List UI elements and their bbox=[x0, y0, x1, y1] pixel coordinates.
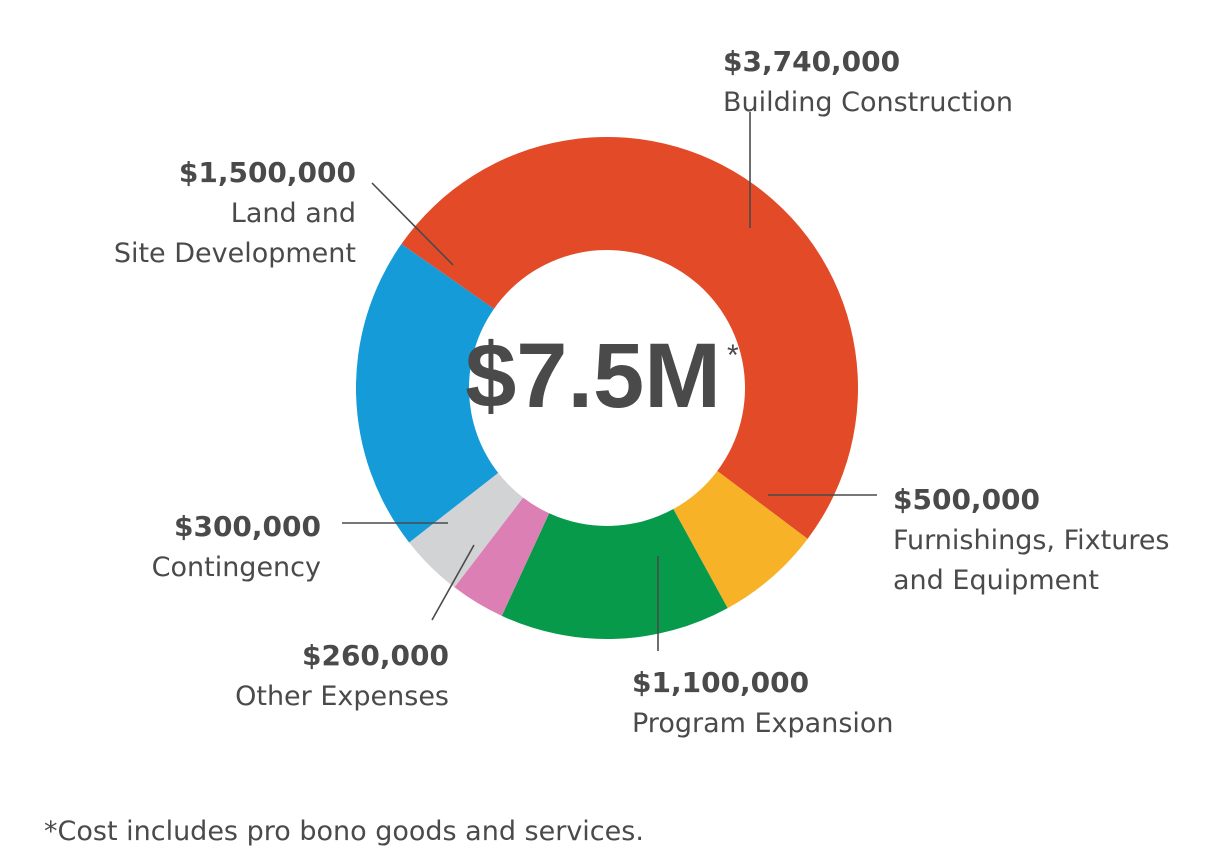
slice-amount-label-5: $1,500,000 bbox=[179, 156, 356, 189]
slice-amount-label-1: $500,000 bbox=[893, 483, 1040, 516]
slice-4 bbox=[409, 472, 524, 588]
slice-category-label-4-0: Contingency bbox=[152, 552, 321, 583]
leader-lines bbox=[342, 112, 877, 651]
slice-category-label-0-0: Building Construction bbox=[723, 87, 1013, 118]
slice-2 bbox=[501, 509, 728, 640]
slice-0 bbox=[401, 137, 858, 539]
slice-amount-label-2: $1,100,000 bbox=[632, 666, 809, 699]
slice-category-label-2-0: Program Expansion bbox=[632, 708, 894, 739]
slice-category-label-1-1: and Equipment bbox=[893, 565, 1099, 596]
slice-category-label-5-0: Land and bbox=[231, 198, 356, 229]
center-total-label: $7.5M bbox=[465, 325, 721, 427]
center-total-asterisk: * bbox=[727, 339, 739, 372]
slice-amount-label-0: $3,740,000 bbox=[723, 45, 900, 78]
slice-5 bbox=[356, 244, 499, 543]
slice-category-label-5-1: Site Development bbox=[114, 238, 356, 269]
slice-category-label-1-0: Furnishings, Fixtures bbox=[893, 525, 1170, 556]
slice-labels: $3,740,000 Building Construction $500,000 F… bbox=[114, 45, 1170, 739]
slice-amount-label-3: $260,000 bbox=[302, 639, 449, 672]
footnote: *Cost includes pro bono goods and servic… bbox=[44, 816, 644, 847]
slice-category-label-3-0: Other Expenses bbox=[235, 681, 449, 712]
slice-1 bbox=[673, 470, 808, 609]
donut-slices bbox=[356, 137, 858, 640]
slice-3 bbox=[454, 497, 550, 616]
leader-line-5 bbox=[371, 182, 454, 266]
leader-line-3 bbox=[431, 544, 475, 621]
slice-amount-label-4: $300,000 bbox=[174, 510, 321, 543]
